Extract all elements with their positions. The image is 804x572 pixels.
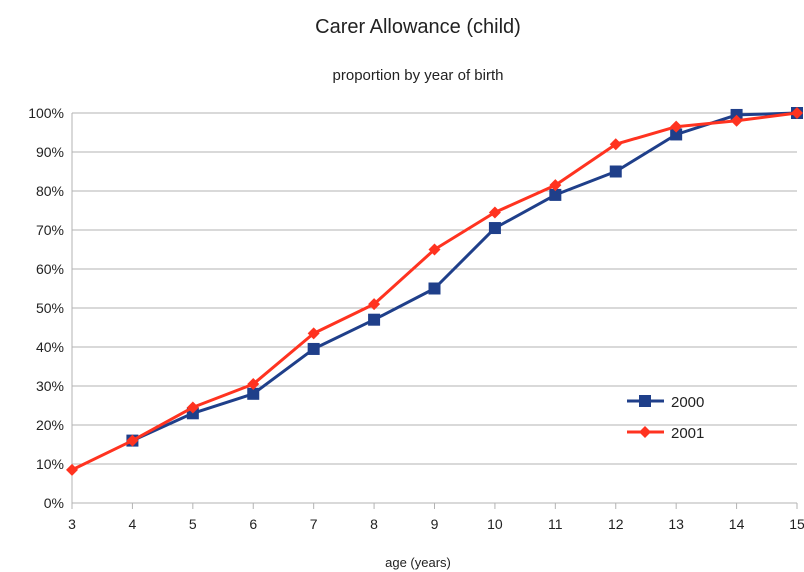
x-tick-label: 5 (189, 516, 197, 532)
data-point (126, 434, 139, 447)
legend-marker (639, 426, 651, 438)
data-point (66, 463, 78, 476)
data-point (609, 165, 622, 178)
y-tick-label: 60% (36, 261, 64, 277)
chart-title: Carer Allowance (child) (315, 16, 521, 38)
legend-label: 2000 (671, 394, 704, 411)
data-point (791, 107, 803, 119)
data-point (428, 282, 441, 295)
data-point (549, 188, 562, 201)
series-2001 (66, 107, 803, 476)
y-tick-label: 40% (36, 339, 64, 355)
x-axis-ticks: 3 4 5 6 7 8 9 10 11 12 13 14 15 (68, 503, 804, 532)
data-point (428, 243, 441, 256)
data-point (247, 378, 260, 391)
legend-item: 2000 (627, 394, 704, 411)
x-tick-label: 6 (249, 516, 257, 532)
series-line (131, 111, 798, 442)
y-tick-label: 80% (36, 183, 64, 199)
x-axis-label: age (years) (385, 555, 451, 570)
y-tick-label: 20% (36, 417, 64, 433)
x-tick-label: 13 (668, 516, 684, 532)
data-point (670, 128, 683, 141)
data-point (186, 401, 199, 414)
legend-label: 2001 (671, 425, 704, 442)
x-tick-label: 4 (129, 516, 137, 532)
x-tick-label: 15 (789, 516, 804, 532)
gridlines (71, 112, 797, 504)
data-point (247, 387, 260, 400)
x-tick-label: 11 (548, 516, 563, 532)
data-point (488, 222, 501, 235)
y-tick-label: 50% (36, 300, 64, 316)
x-tick-label: 7 (310, 516, 318, 532)
legend-item: 2001 (627, 425, 704, 442)
y-tick-label: 90% (36, 144, 64, 160)
data-point (730, 114, 743, 127)
data-point (549, 179, 562, 192)
x-tick-label: 10 (487, 516, 503, 532)
y-tick-label: 30% (36, 378, 64, 394)
y-axis-ticks: 0% 10% 20% 30% 40% 50% 60% 70% 80% 90% 100% (28, 105, 64, 511)
y-tick-label: 70% (36, 222, 64, 238)
x-tick-label: 9 (431, 516, 439, 532)
x-tick-label: 14 (729, 516, 745, 532)
data-point (670, 120, 683, 133)
y-tick-label: 0% (44, 495, 64, 511)
data-point (368, 298, 381, 311)
series-lines (66, 107, 803, 476)
x-tick-label: 12 (608, 516, 624, 532)
data-point (368, 313, 381, 326)
data-point (307, 342, 320, 355)
legend: 2000 2001 (627, 394, 704, 442)
y-tick-label: 100% (28, 105, 64, 121)
data-point (307, 327, 320, 340)
data-point (488, 206, 501, 219)
y-tick-label: 10% (36, 456, 64, 472)
data-point (609, 138, 622, 151)
x-tick-label: 8 (370, 516, 378, 532)
chart-subtitle: proportion by year of birth (333, 67, 504, 84)
x-tick-label: 3 (68, 516, 76, 532)
legend-marker (639, 395, 651, 407)
